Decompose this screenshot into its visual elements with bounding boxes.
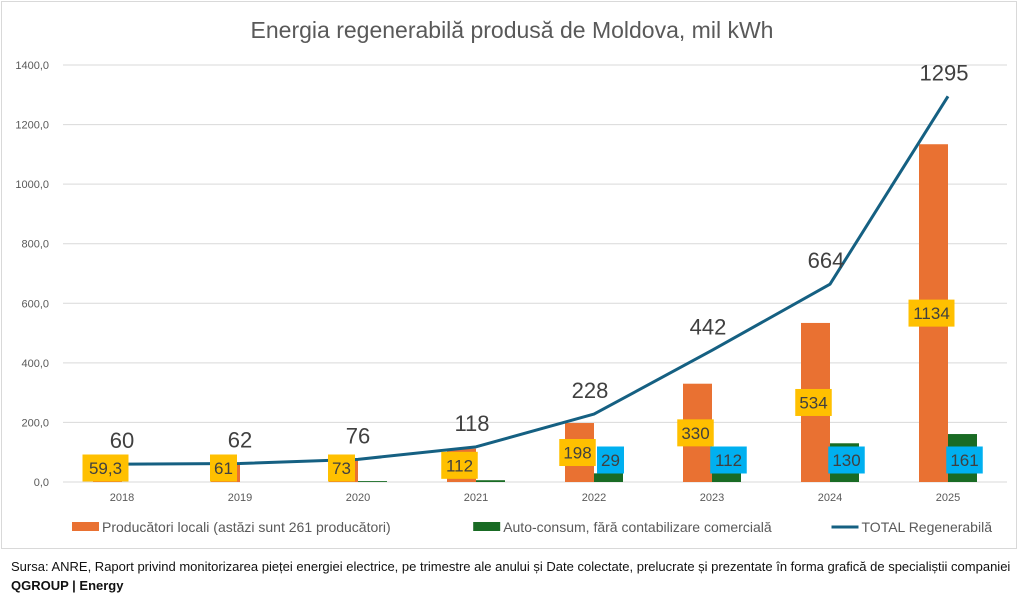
legend-label: TOTAL Regenerabilă	[862, 519, 993, 535]
label-auto-consum-bg	[946, 446, 983, 474]
y-tick-label: 1000,0	[15, 179, 49, 191]
label-producatori-locali-bg	[677, 419, 714, 447]
chart-title: Energia regenerabilă produsă de Moldova,…	[251, 17, 774, 43]
bar-auto-consum	[594, 473, 623, 482]
x-tick-label: 2018	[110, 492, 134, 504]
label-producatori-locali: 112	[446, 456, 473, 475]
gridlines	[63, 64, 1007, 483]
line-total-regenerabila	[121, 95, 950, 466]
chart: Energia regenerabilă produsă de Moldova,…	[15, 17, 1007, 535]
label-producatori-locali: 73	[332, 459, 351, 478]
total-line	[121, 95, 950, 466]
x-tick-label: 2024	[818, 492, 842, 504]
legend-label: Producători locali (astăzi sunt 261 prod…	[102, 519, 391, 535]
x-tick-label: 2021	[464, 492, 488, 504]
x-tick-label: 2020	[346, 492, 370, 504]
label-auto-consum: 161	[950, 451, 978, 470]
label-auto-consum-bg	[710, 446, 747, 474]
y-tick-label: 0,0	[34, 477, 49, 489]
label-producatori-locali: 1134	[913, 304, 950, 323]
y-tick-label: 800,0	[21, 239, 49, 251]
y-tick-label: 200,0	[21, 417, 49, 429]
x-tick-label: 2023	[700, 492, 724, 504]
bar-auto-consum	[358, 481, 387, 482]
source-footer: Sursa: ANRE, Raport privind monitorizare…	[11, 557, 1011, 595]
label-producatori-locali-bg	[210, 454, 237, 482]
y-tick-label: 1200,0	[15, 120, 49, 132]
label-producatori-locali-bg	[559, 439, 596, 467]
label-total: 62	[228, 428, 252, 453]
label-producatori-locali-bg	[908, 299, 955, 327]
label-producatori-locali-bg	[795, 388, 832, 416]
x-axis-ticks: 2018 2019 2020 2021 2022 2023 2024 2025	[110, 492, 960, 504]
label-auto-consum: 29	[601, 451, 620, 470]
label-total: 60	[110, 428, 134, 453]
chart-frame: Energia regenerabilă produsă de Moldova,…	[1, 1, 1017, 549]
x-tick-label: 2019	[228, 492, 252, 504]
x-tick-label: 2022	[582, 492, 606, 504]
legend-swatch	[72, 522, 99, 531]
label-producatori-locali-bg	[441, 451, 478, 479]
y-tick-label: 1400,0	[15, 60, 49, 72]
bar-auto-consum	[476, 480, 505, 482]
label-auto-consum-bg	[828, 446, 865, 474]
label-total: 118	[454, 411, 489, 436]
label-auto-consum: 130	[832, 451, 860, 470]
y-tick-label: 400,0	[21, 358, 49, 370]
legend: Producători locali (astăzi sunt 261 prod…	[72, 519, 992, 535]
label-producatori-locali-bg	[82, 454, 129, 482]
x-tick-label: 2025	[936, 492, 960, 504]
label-total: 664	[808, 248, 845, 273]
label-total: 228	[572, 378, 609, 403]
y-axis-ticks: 0,0 200,0 400,0 600,0 800,0 1000,0 1200,0 1400,…	[15, 60, 49, 489]
label-producatori-locali: 61	[214, 459, 233, 478]
label-producatori-locali-bg	[328, 454, 355, 482]
y-tick-label: 600,0	[21, 298, 49, 310]
label-producatori-locali: 198	[563, 444, 591, 463]
label-total: 1295	[920, 60, 969, 85]
brand-name: QGROUP | Energy	[11, 578, 124, 593]
label-total: 442	[690, 314, 727, 339]
legend-label: Auto-consum, fără contabilizare comercia…	[503, 519, 772, 535]
legend-swatch	[473, 522, 501, 531]
label-producatori-locali: 330	[681, 424, 709, 443]
label-producatori-locali: 534	[799, 393, 827, 412]
label-auto-consum-bg	[597, 446, 624, 474]
data-labels: 59,3 60 61 62 73 76 112 118 198 29 228 330 112 442 534…	[82, 60, 983, 482]
label-producatori-locali: 59,3	[89, 459, 122, 478]
label-auto-consum: 112	[715, 451, 742, 470]
label-total: 76	[346, 423, 370, 448]
source-text: Sursa: ANRE, Raport privind monitorizare…	[11, 559, 1011, 574]
